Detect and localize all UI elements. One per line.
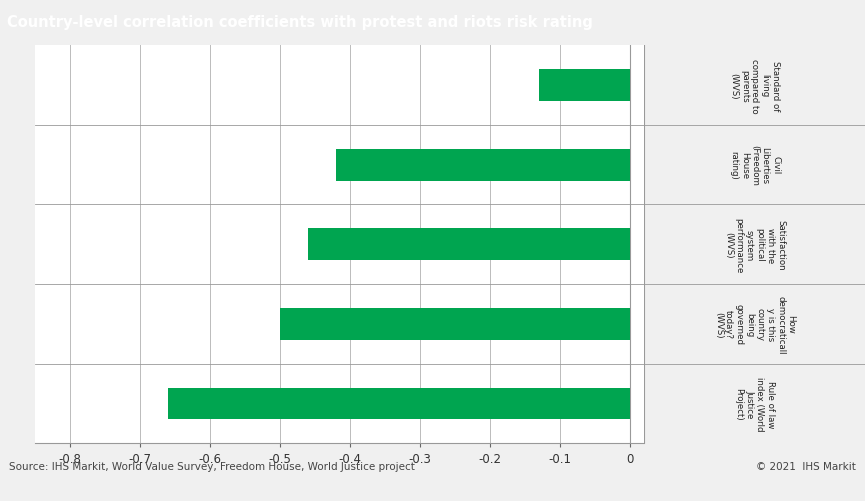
- Bar: [336, 149, 631, 181]
- Bar: [168, 388, 631, 419]
- Text: Civil
Liberties
(Freedom
House
rating): Civil Liberties (Freedom House rating): [729, 145, 780, 186]
- Text: Country-level correlation coefficients with protest and riots risk rating: Country-level correlation coefficients w…: [7, 15, 593, 30]
- Text: Satisfaction
with the
political
system
performance
(WVS): Satisfaction with the political system p…: [724, 217, 785, 273]
- Text: Source: IHS Markit, World Value Survey, Freedom House, World Justice project: Source: IHS Markit, World Value Survey, …: [9, 461, 414, 471]
- Bar: [308, 229, 631, 261]
- Bar: [539, 70, 631, 102]
- Text: © 2021  IHS Markit: © 2021 IHS Markit: [757, 461, 856, 471]
- Text: Standard of
living
compared to
parents
(WVS): Standard of living compared to parents (…: [729, 59, 780, 113]
- Bar: [280, 308, 631, 340]
- Text: How
democraticall
y is this
country
being
governed
today?
(WVS): How democraticall y is this country bein…: [714, 295, 796, 353]
- Text: Rule of law
index (World
Justice
Project): Rule of law index (World Justice Project…: [734, 376, 775, 431]
